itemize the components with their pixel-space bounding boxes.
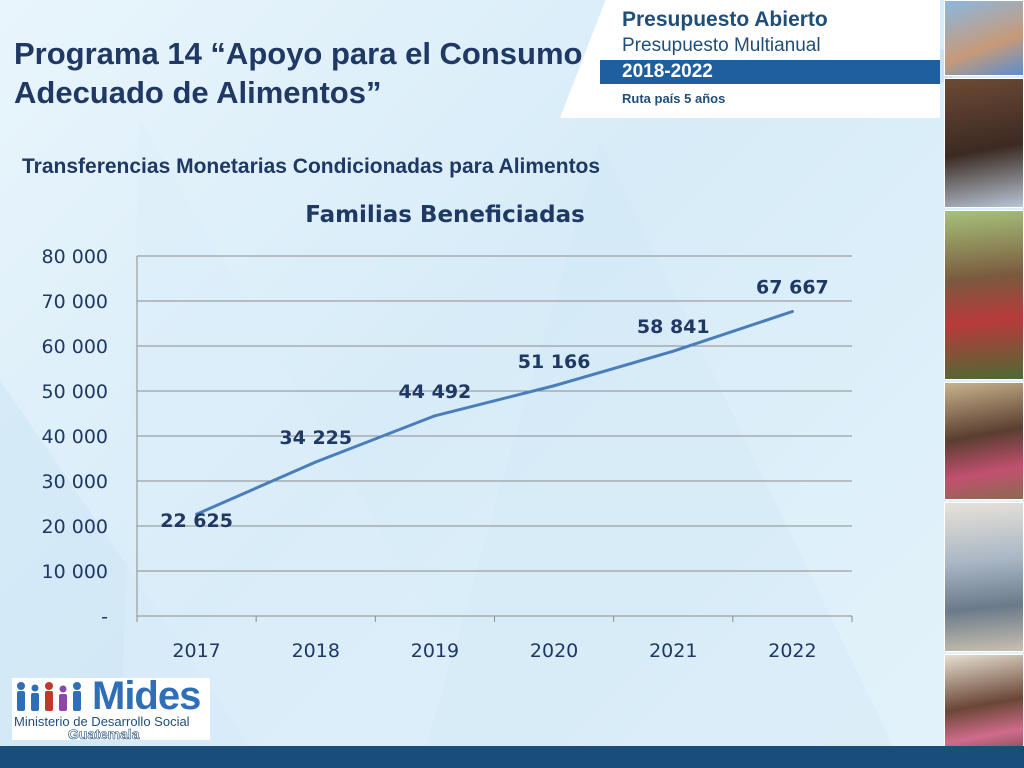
data-point [552, 384, 556, 388]
x-tick-label: 2017 [172, 640, 220, 662]
banner-title: Presupuesto Abierto [622, 8, 828, 31]
data-point [433, 414, 437, 418]
mides-logo: Mides Ministerio de Desarrollo Social Gu… [12, 674, 210, 743]
chart-grid [136, 255, 852, 617]
chart-title: Familias Beneficiadas [305, 202, 585, 228]
data-label: 34 225 [279, 427, 352, 449]
logo-country: Guatemala [68, 726, 140, 743]
y-tick-label: 30 000 [42, 471, 108, 493]
y-tick-label: 80 000 [42, 246, 108, 268]
x-tick-label: 2022 [768, 640, 816, 662]
slide-title: Programa 14 “Apoyo para el Consumo Adecu… [14, 36, 583, 110]
x-tick-label: 2018 [292, 640, 340, 662]
data-label: 58 841 [637, 316, 710, 338]
photo-child-2 [944, 78, 1024, 208]
data-point [671, 349, 675, 353]
logo-name: Mides [92, 674, 201, 718]
series-line [195, 310, 793, 516]
y-axis: - 10 000 20 000 30 000 40 000 50 000 60 000 70 … [42, 246, 108, 628]
y-tick-label: 40 000 [42, 426, 108, 448]
y-tick-label: - [101, 606, 108, 628]
line-chart: Familias Beneficiadas - 10 000 20 000 30 00… [42, 202, 853, 662]
data-label: 44 492 [399, 381, 472, 403]
banner-subtitle: Presupuesto Multianual [622, 35, 821, 56]
banner-background [560, 0, 940, 118]
photo-classroom [944, 502, 1024, 652]
y-tick-label: 50 000 [42, 381, 108, 403]
data-label: 22 625 [160, 510, 233, 532]
slide-subtitle: Transferencias Monetarias Condicionadas … [22, 155, 601, 178]
y-tick-label: 10 000 [42, 561, 108, 583]
chart-series [195, 309, 794, 516]
logo-ministry: Ministerio de Desarrollo Social [14, 714, 190, 729]
data-point [790, 309, 794, 313]
y-tick-label: 20 000 [42, 516, 108, 538]
data-label: 51 166 [518, 351, 591, 373]
banner-route: Ruta país 5 años [622, 91, 726, 106]
x-tick-label: 2019 [411, 640, 459, 662]
data-label: 67 667 [756, 276, 829, 298]
photo-strip [942, 0, 1024, 768]
data-labels: 22 625 34 225 44 492 51 166 58 841 67 667 [160, 276, 829, 532]
bottom-bar [0, 746, 1024, 768]
y-tick-label: 70 000 [42, 291, 108, 313]
x-axis: 2017 2018 2019 2020 2021 2022 [136, 616, 853, 662]
photo-children-group [944, 382, 1024, 500]
y-tick-label: 60 000 [42, 336, 108, 358]
data-point [314, 460, 318, 464]
photo-child-1 [944, 0, 1024, 76]
x-tick-label: 2021 [649, 640, 697, 662]
family-icon [17, 682, 81, 711]
photo-farmer [944, 210, 1024, 380]
presupuesto-banner: Presupuesto Abierto Presupuesto Multianu… [560, 0, 960, 118]
banner-years: 2018-2022 [600, 60, 940, 84]
data-point [195, 512, 199, 516]
x-tick-label: 2020 [530, 640, 578, 662]
